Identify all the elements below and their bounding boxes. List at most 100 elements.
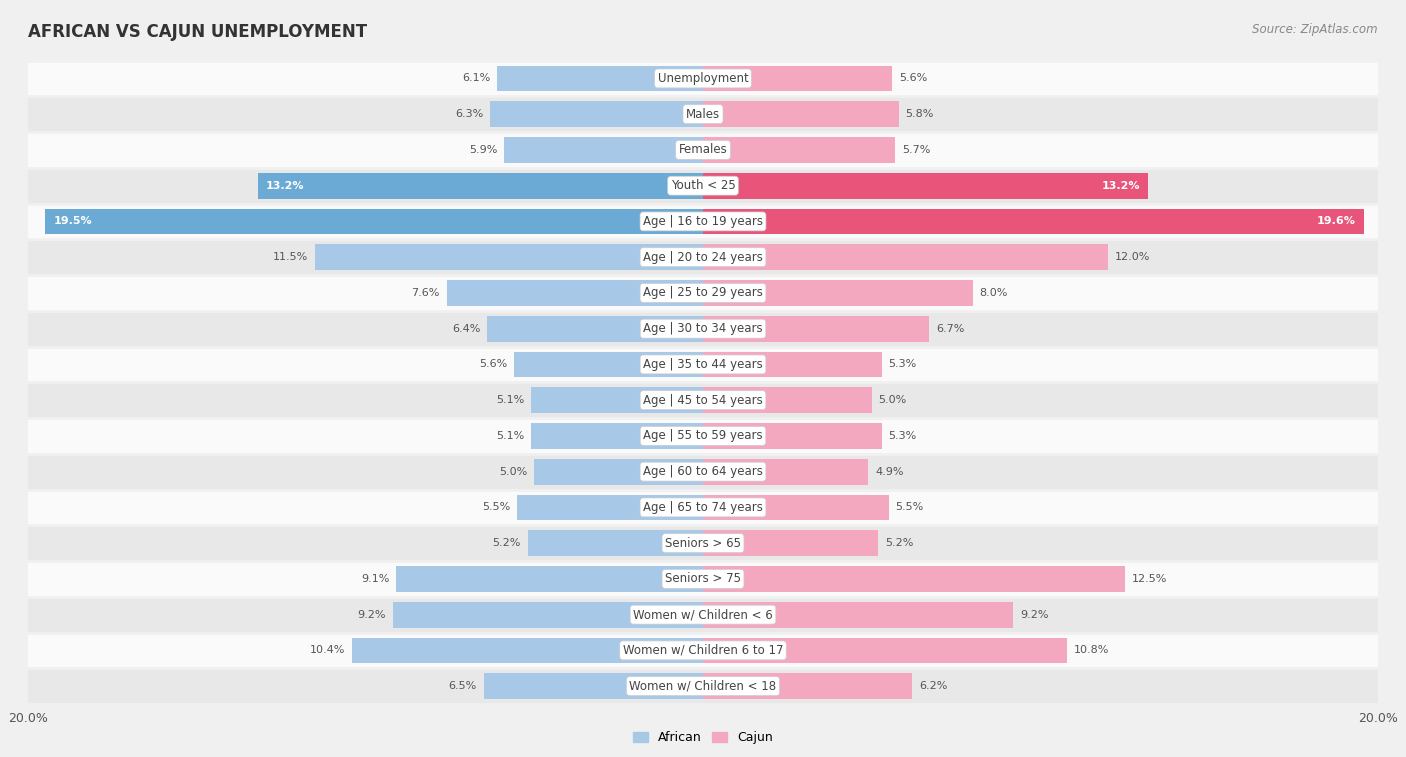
Bar bbox=[703, 673, 912, 699]
Bar bbox=[28, 490, 1378, 525]
Bar bbox=[28, 382, 1378, 418]
Bar bbox=[703, 388, 872, 413]
Text: 5.6%: 5.6% bbox=[479, 360, 508, 369]
Text: 5.1%: 5.1% bbox=[496, 395, 524, 405]
Bar bbox=[28, 132, 1378, 168]
Bar bbox=[352, 637, 703, 663]
Bar bbox=[531, 423, 703, 449]
Text: 6.3%: 6.3% bbox=[456, 109, 484, 119]
Bar bbox=[28, 633, 1378, 668]
Text: Women w/ Children 6 to 17: Women w/ Children 6 to 17 bbox=[623, 644, 783, 657]
Bar bbox=[703, 208, 1364, 235]
Text: 9.2%: 9.2% bbox=[1021, 609, 1049, 620]
Bar bbox=[486, 316, 703, 341]
Text: Males: Males bbox=[686, 107, 720, 120]
Bar bbox=[491, 101, 703, 127]
Text: 9.2%: 9.2% bbox=[357, 609, 385, 620]
Text: 6.1%: 6.1% bbox=[463, 73, 491, 83]
Bar bbox=[28, 525, 1378, 561]
Text: 19.5%: 19.5% bbox=[53, 217, 91, 226]
Bar bbox=[534, 459, 703, 484]
Text: 13.2%: 13.2% bbox=[1101, 181, 1140, 191]
Text: 6.7%: 6.7% bbox=[936, 324, 965, 334]
Bar bbox=[28, 204, 1378, 239]
Bar bbox=[503, 137, 703, 163]
Bar bbox=[703, 459, 869, 484]
Text: Age | 45 to 54 years: Age | 45 to 54 years bbox=[643, 394, 763, 407]
Bar bbox=[515, 351, 703, 377]
Bar bbox=[28, 311, 1378, 347]
Bar bbox=[447, 280, 703, 306]
Bar bbox=[484, 673, 703, 699]
Text: Age | 35 to 44 years: Age | 35 to 44 years bbox=[643, 358, 763, 371]
Text: 10.8%: 10.8% bbox=[1074, 646, 1109, 656]
Text: 4.9%: 4.9% bbox=[875, 466, 904, 477]
Bar bbox=[28, 597, 1378, 633]
Bar bbox=[703, 245, 1108, 270]
Text: 12.0%: 12.0% bbox=[1115, 252, 1150, 262]
Bar bbox=[703, 280, 973, 306]
Text: 13.2%: 13.2% bbox=[266, 181, 305, 191]
Text: Age | 25 to 29 years: Age | 25 to 29 years bbox=[643, 286, 763, 300]
Bar bbox=[703, 101, 898, 127]
Text: 6.2%: 6.2% bbox=[920, 681, 948, 691]
Text: 5.8%: 5.8% bbox=[905, 109, 934, 119]
Legend: African, Cajun: African, Cajun bbox=[628, 726, 778, 749]
Text: 5.5%: 5.5% bbox=[482, 503, 510, 512]
Text: 10.4%: 10.4% bbox=[309, 646, 346, 656]
Text: 6.4%: 6.4% bbox=[451, 324, 481, 334]
Text: Seniors > 75: Seniors > 75 bbox=[665, 572, 741, 585]
Bar bbox=[703, 637, 1067, 663]
Text: 11.5%: 11.5% bbox=[273, 252, 308, 262]
Text: 5.2%: 5.2% bbox=[886, 538, 914, 548]
Bar bbox=[28, 418, 1378, 453]
Text: 5.9%: 5.9% bbox=[468, 145, 498, 155]
Text: 5.5%: 5.5% bbox=[896, 503, 924, 512]
Text: Age | 60 to 64 years: Age | 60 to 64 years bbox=[643, 465, 763, 478]
Bar bbox=[392, 602, 703, 628]
Text: 5.0%: 5.0% bbox=[879, 395, 907, 405]
Bar bbox=[28, 561, 1378, 597]
Text: Source: ZipAtlas.com: Source: ZipAtlas.com bbox=[1253, 23, 1378, 36]
Bar bbox=[703, 602, 1014, 628]
Bar bbox=[703, 531, 879, 556]
Bar bbox=[28, 668, 1378, 704]
Bar bbox=[28, 239, 1378, 275]
Text: Females: Females bbox=[679, 143, 727, 157]
Text: Women w/ Children < 18: Women w/ Children < 18 bbox=[630, 680, 776, 693]
Text: Youth < 25: Youth < 25 bbox=[671, 179, 735, 192]
Bar bbox=[315, 245, 703, 270]
Bar bbox=[703, 316, 929, 341]
Text: AFRICAN VS CAJUN UNEMPLOYMENT: AFRICAN VS CAJUN UNEMPLOYMENT bbox=[28, 23, 367, 41]
Text: Women w/ Children < 6: Women w/ Children < 6 bbox=[633, 608, 773, 621]
Text: 12.5%: 12.5% bbox=[1132, 574, 1167, 584]
Bar bbox=[396, 566, 703, 592]
Text: Unemployment: Unemployment bbox=[658, 72, 748, 85]
Bar bbox=[703, 137, 896, 163]
Bar bbox=[703, 423, 882, 449]
Text: 5.1%: 5.1% bbox=[496, 431, 524, 441]
Text: 9.1%: 9.1% bbox=[361, 574, 389, 584]
Bar bbox=[28, 96, 1378, 132]
Text: 19.6%: 19.6% bbox=[1317, 217, 1355, 226]
Text: 7.6%: 7.6% bbox=[412, 288, 440, 298]
Text: Age | 16 to 19 years: Age | 16 to 19 years bbox=[643, 215, 763, 228]
Bar bbox=[527, 531, 703, 556]
Text: Age | 55 to 59 years: Age | 55 to 59 years bbox=[643, 429, 763, 442]
Text: 6.5%: 6.5% bbox=[449, 681, 477, 691]
Text: 5.3%: 5.3% bbox=[889, 360, 917, 369]
Text: 5.7%: 5.7% bbox=[903, 145, 931, 155]
Text: Seniors > 65: Seniors > 65 bbox=[665, 537, 741, 550]
Bar bbox=[28, 453, 1378, 490]
Bar bbox=[531, 388, 703, 413]
Bar bbox=[517, 494, 703, 520]
Bar bbox=[703, 566, 1125, 592]
Text: Age | 30 to 34 years: Age | 30 to 34 years bbox=[643, 322, 763, 335]
Bar bbox=[45, 208, 703, 235]
Bar bbox=[28, 61, 1378, 96]
Bar bbox=[703, 494, 889, 520]
Text: 5.3%: 5.3% bbox=[889, 431, 917, 441]
Bar bbox=[28, 347, 1378, 382]
Text: 5.2%: 5.2% bbox=[492, 538, 520, 548]
Bar bbox=[703, 351, 882, 377]
